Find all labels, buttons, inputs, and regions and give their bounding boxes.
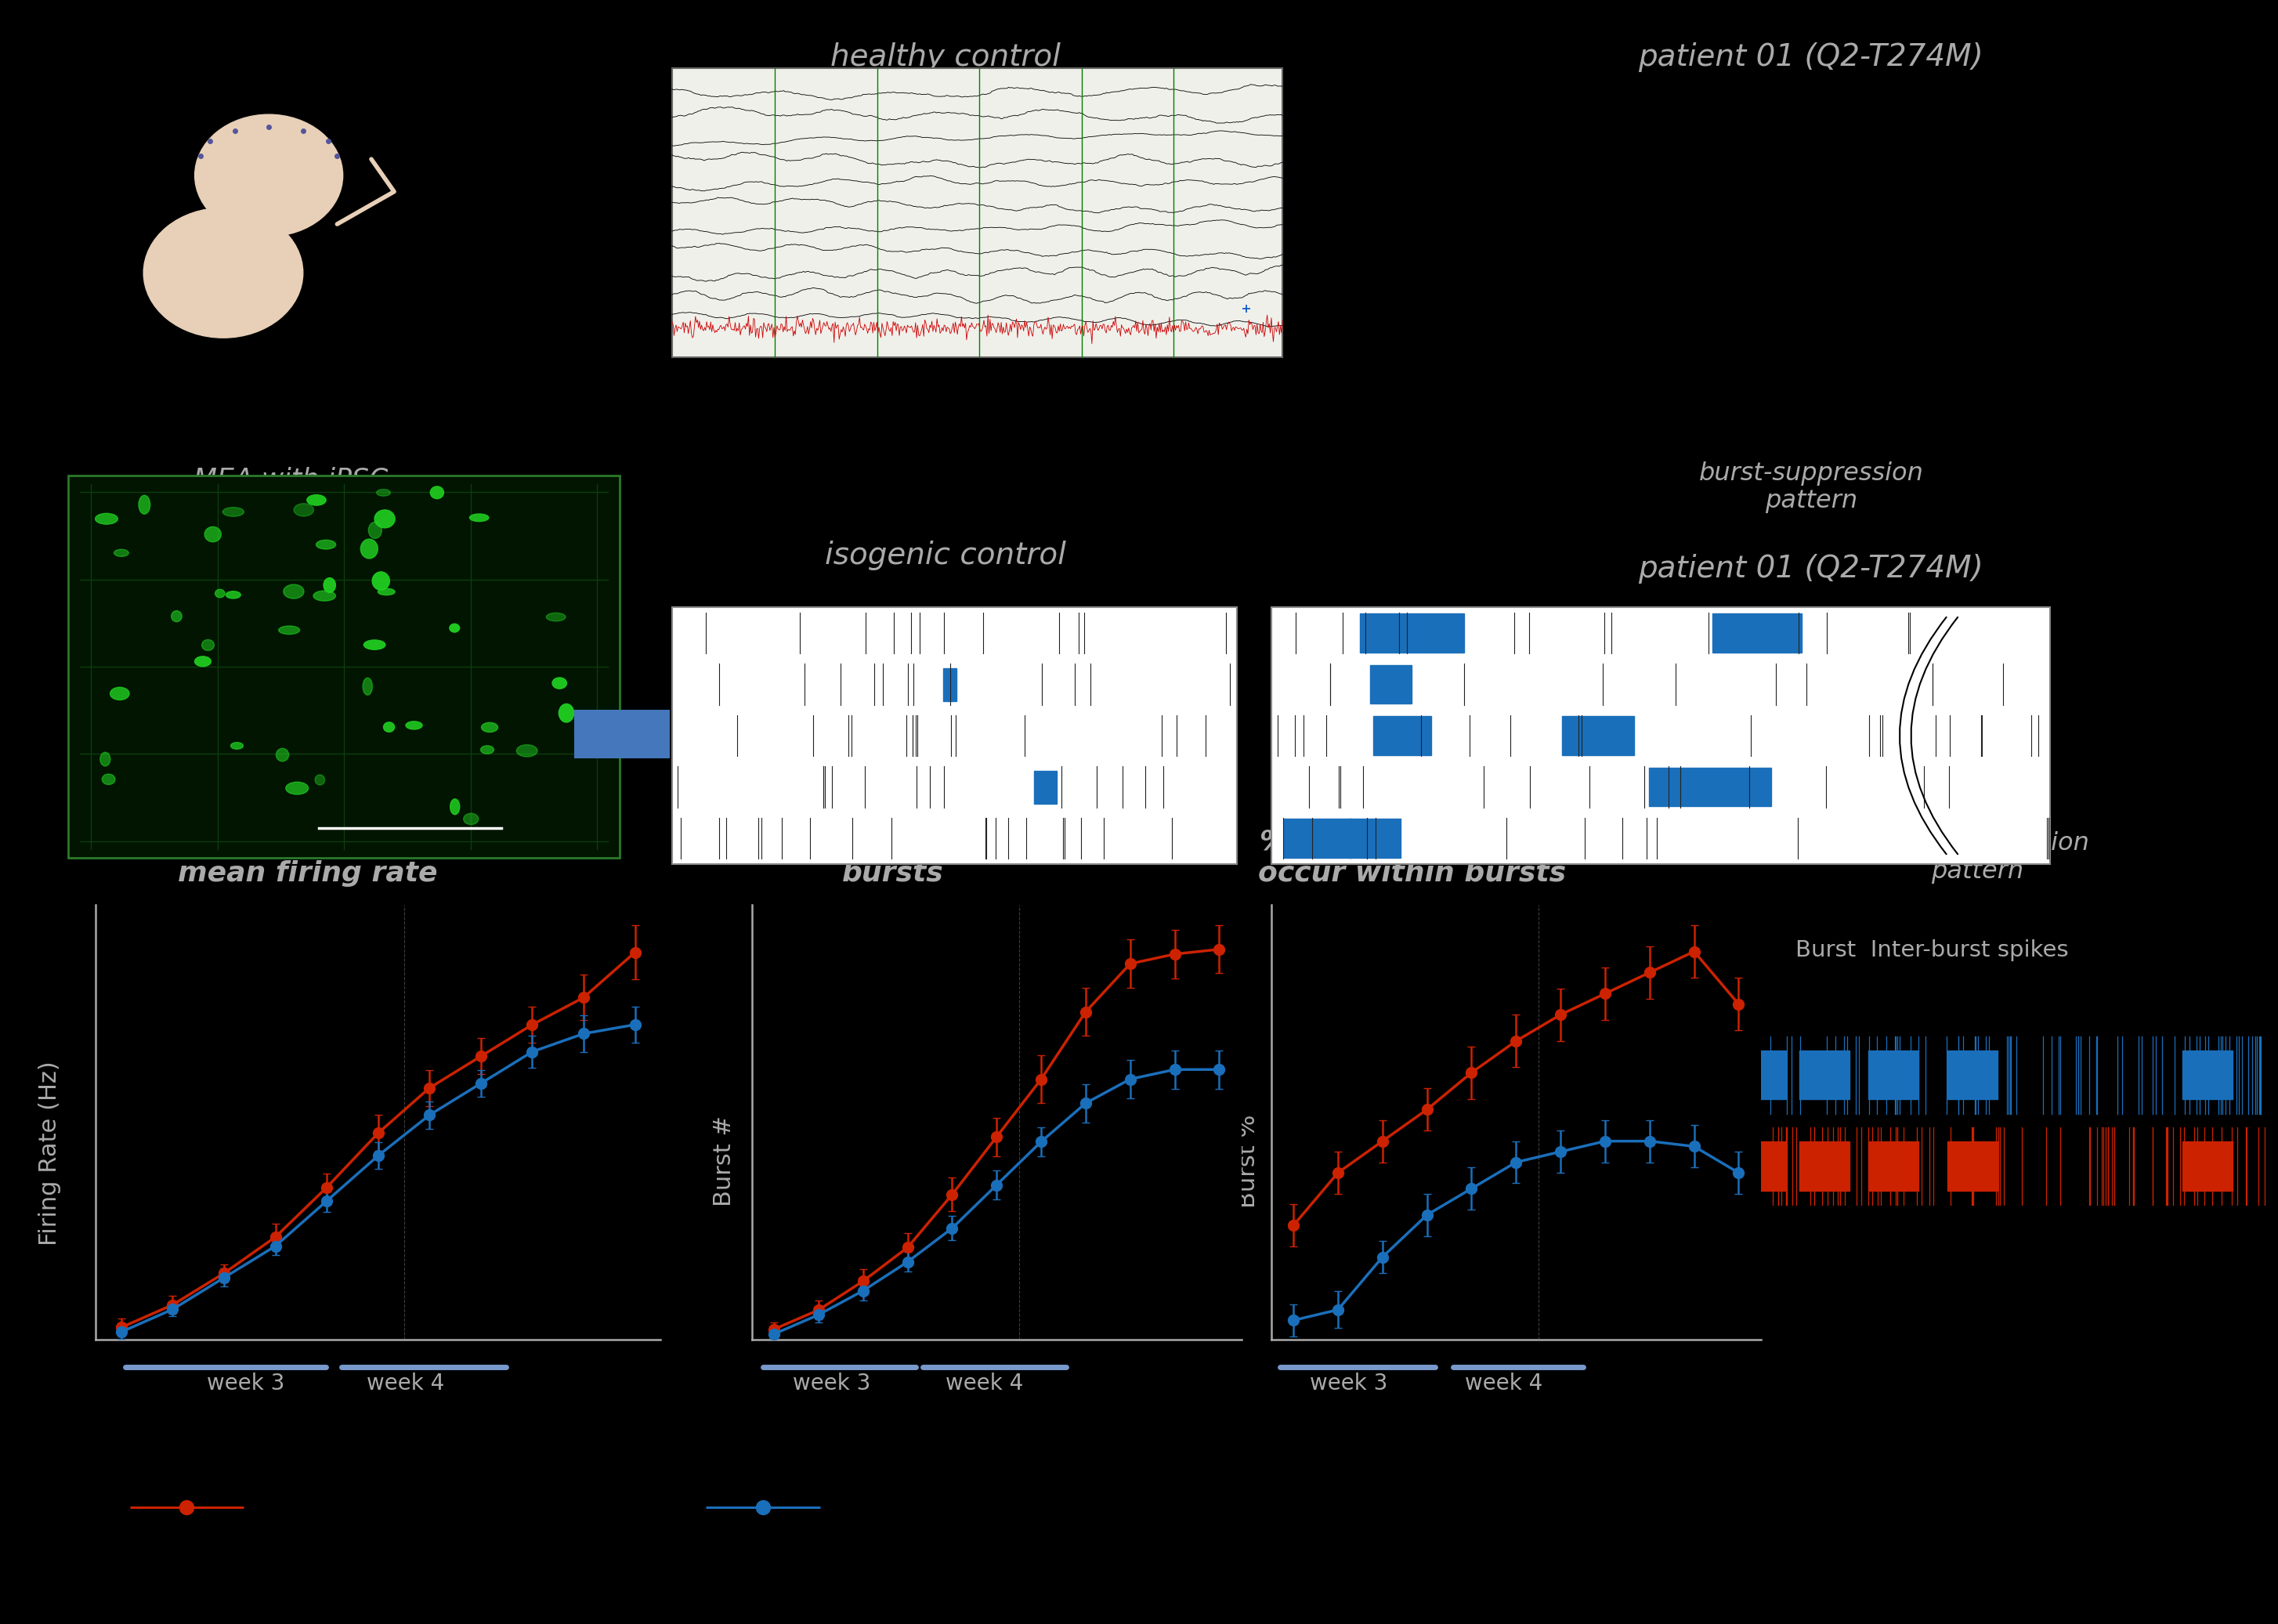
Bar bbox=[2182, 1142, 2232, 1190]
Bar bbox=[1649, 768, 1772, 807]
Bar bbox=[1563, 716, 1633, 755]
Bar bbox=[1285, 818, 1351, 857]
Text: 200 μm: 200 μm bbox=[383, 611, 460, 630]
FancyBboxPatch shape bbox=[1271, 607, 2050, 864]
Ellipse shape bbox=[205, 526, 221, 542]
Text: healthy control: healthy control bbox=[829, 42, 1062, 71]
Ellipse shape bbox=[196, 114, 342, 237]
Ellipse shape bbox=[103, 775, 116, 784]
Bar bbox=[1868, 1142, 1918, 1190]
Bar bbox=[1713, 614, 1802, 653]
Text: mean firing rate: mean firing rate bbox=[178, 861, 437, 887]
Text: patient 01 (Q2-T274M): patient 01 (Q2-T274M) bbox=[1638, 42, 1984, 71]
Ellipse shape bbox=[323, 578, 335, 593]
Bar bbox=[1360, 614, 1465, 653]
Text: Burst #: Burst # bbox=[713, 1116, 736, 1207]
Text: % of all spikes that
occur within bursts: % of all spikes that occur within bursts bbox=[1257, 828, 1567, 887]
FancyBboxPatch shape bbox=[68, 476, 620, 857]
FancyBboxPatch shape bbox=[672, 68, 1283, 357]
Bar bbox=[1948, 1142, 1998, 1190]
Ellipse shape bbox=[282, 585, 303, 599]
Bar bbox=[1736, 1142, 1786, 1190]
Ellipse shape bbox=[96, 513, 118, 525]
FancyBboxPatch shape bbox=[574, 710, 670, 758]
Bar bbox=[1034, 770, 1057, 804]
Bar bbox=[1948, 1051, 1998, 1099]
Ellipse shape bbox=[362, 677, 371, 695]
Ellipse shape bbox=[308, 495, 326, 505]
Bar bbox=[1800, 1051, 1850, 1099]
Ellipse shape bbox=[469, 513, 490, 521]
Text: patient 01 (Q2-T274M): patient 01 (Q2-T274M) bbox=[1638, 554, 1984, 583]
Ellipse shape bbox=[360, 539, 378, 559]
Bar bbox=[1369, 664, 1412, 703]
FancyBboxPatch shape bbox=[672, 607, 1237, 864]
Ellipse shape bbox=[114, 549, 128, 557]
Bar bbox=[1349, 818, 1401, 857]
Ellipse shape bbox=[369, 521, 383, 539]
Ellipse shape bbox=[100, 752, 109, 767]
Text: number of
bursts: number of bursts bbox=[811, 828, 975, 887]
Ellipse shape bbox=[431, 486, 444, 499]
Ellipse shape bbox=[558, 703, 574, 723]
Ellipse shape bbox=[223, 507, 244, 516]
Bar bbox=[1374, 716, 1431, 755]
Ellipse shape bbox=[226, 591, 241, 599]
Text: week 4: week 4 bbox=[367, 1372, 444, 1395]
Bar bbox=[1736, 1051, 1786, 1099]
Ellipse shape bbox=[314, 775, 326, 784]
Ellipse shape bbox=[278, 625, 301, 635]
Ellipse shape bbox=[364, 640, 385, 650]
Ellipse shape bbox=[547, 612, 565, 620]
Ellipse shape bbox=[317, 541, 335, 549]
Ellipse shape bbox=[551, 677, 567, 689]
Ellipse shape bbox=[449, 624, 460, 632]
Ellipse shape bbox=[144, 208, 303, 338]
Text: week 3: week 3 bbox=[207, 1372, 285, 1395]
Ellipse shape bbox=[203, 640, 214, 651]
Ellipse shape bbox=[214, 590, 226, 598]
Text: week 3: week 3 bbox=[793, 1372, 870, 1395]
Text: week 4: week 4 bbox=[1465, 1372, 1542, 1395]
Ellipse shape bbox=[314, 591, 335, 601]
Ellipse shape bbox=[517, 745, 538, 757]
Text: MEA with iPSC-
neurons: MEA with iPSC- neurons bbox=[194, 466, 399, 525]
Ellipse shape bbox=[230, 742, 244, 749]
Bar bbox=[1800, 1142, 1850, 1190]
Bar bbox=[943, 667, 957, 702]
Ellipse shape bbox=[109, 687, 130, 700]
Ellipse shape bbox=[294, 503, 314, 516]
Ellipse shape bbox=[451, 799, 460, 815]
Ellipse shape bbox=[462, 814, 478, 825]
Ellipse shape bbox=[378, 588, 394, 594]
Text: week 3: week 3 bbox=[1310, 1372, 1387, 1395]
Text: isogenic control: isogenic control bbox=[825, 541, 1066, 570]
Ellipse shape bbox=[194, 656, 212, 666]
Ellipse shape bbox=[481, 745, 494, 754]
Ellipse shape bbox=[276, 749, 289, 762]
Ellipse shape bbox=[374, 510, 394, 528]
Ellipse shape bbox=[481, 723, 499, 732]
Text: burst-suppression
pattern: burst-suppression pattern bbox=[1866, 831, 2089, 883]
Ellipse shape bbox=[383, 723, 394, 732]
Bar bbox=[1868, 1051, 1918, 1099]
Ellipse shape bbox=[139, 495, 150, 515]
Text: burst-suppression
pattern: burst-suppression pattern bbox=[1699, 461, 1923, 513]
Text: Burst %: Burst % bbox=[1237, 1114, 1260, 1208]
Text: Burst  Inter-burst spikes: Burst Inter-burst spikes bbox=[1795, 939, 2068, 961]
Ellipse shape bbox=[405, 721, 421, 729]
Ellipse shape bbox=[376, 489, 390, 495]
Ellipse shape bbox=[371, 572, 390, 590]
Text: Firing Rate (Hz): Firing Rate (Hz) bbox=[39, 1060, 62, 1246]
Text: week 4: week 4 bbox=[945, 1372, 1023, 1395]
Ellipse shape bbox=[285, 783, 308, 794]
Bar bbox=[2182, 1051, 2232, 1099]
Ellipse shape bbox=[171, 611, 182, 622]
